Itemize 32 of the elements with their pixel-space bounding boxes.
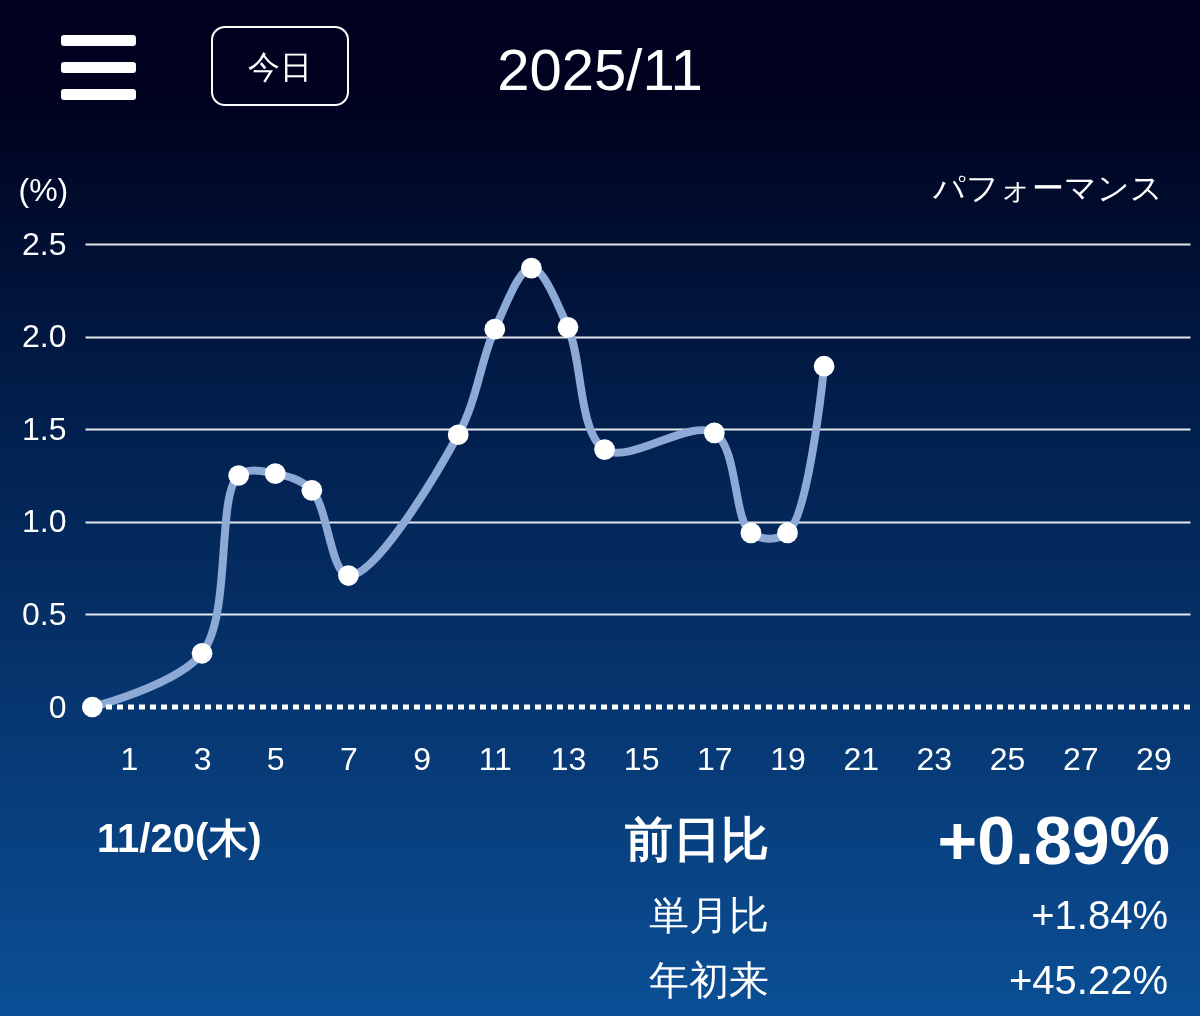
y-axis-title: (%) (18, 171, 69, 208)
text: 今日 (248, 49, 312, 85)
x-tick-label: 29 (1136, 740, 1172, 777)
x-tick-label: 7 (340, 740, 358, 777)
y-tick-label: 1.5 (22, 410, 67, 447)
text: +45.22% (1008, 958, 1168, 1002)
x-tick-label: 19 (770, 740, 806, 777)
x-tick-label: 21 (843, 740, 879, 777)
text: 年初来 (649, 958, 769, 1002)
y-tick-label: 2.5 (22, 225, 67, 262)
x-tick-label: 27 (1062, 740, 1099, 777)
x-tick-label: 15 (623, 740, 660, 777)
x-tick-label: 13 (550, 740, 587, 777)
x-tick-label: 11 (478, 740, 512, 777)
chart-title: 2025/11 (497, 37, 703, 102)
text: 単月比 (649, 893, 769, 937)
text: パフォーマンス (933, 170, 1163, 206)
y-tick-label: 0.5 (22, 595, 67, 632)
x-tick-label: 1 (120, 740, 139, 777)
y-tick-label: 1.0 (22, 503, 67, 540)
y-tick-label: 2.0 (22, 318, 67, 355)
x-tick-label: 5 (266, 740, 285, 777)
x-tick-label: 25 (989, 740, 1026, 777)
x-tick-label: 3 (193, 740, 212, 777)
x-tick-label: 23 (916, 740, 953, 777)
text: 11/20(木) (97, 816, 262, 860)
text: +0.89% (937, 802, 1170, 878)
x-tick-label: 9 (413, 740, 432, 777)
text: 前日比 (625, 813, 769, 866)
x-tick-label: 17 (697, 740, 733, 777)
text: +1.84% (1031, 893, 1168, 937)
y-tick-label: 0 (48, 688, 67, 725)
